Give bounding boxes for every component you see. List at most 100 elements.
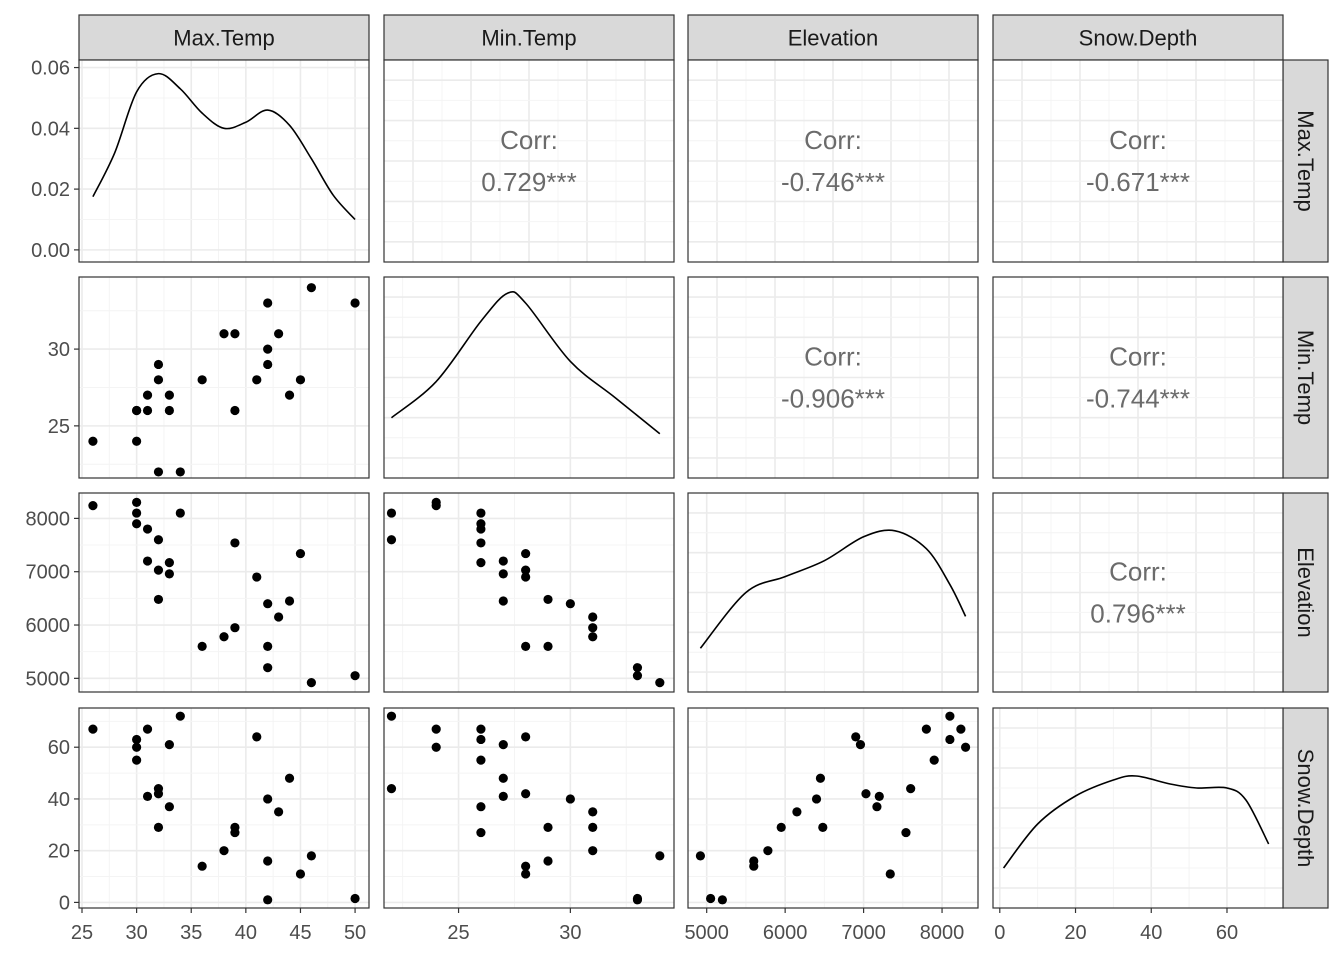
y-tick-label-elevation: 6000	[26, 615, 71, 637]
y-tick-label-min-temp: 30	[48, 339, 70, 361]
data-point	[295, 548, 306, 559]
data-point	[921, 724, 931, 734]
panel-max-temp-vs-elevation: Corr: -0.746***	[687, 59, 979, 263]
data-point	[350, 298, 360, 308]
panel-border	[78, 707, 370, 909]
data-point	[476, 558, 486, 568]
x-tick-label-elevation: 7000	[841, 922, 886, 944]
corr-label: Corr:	[1109, 125, 1167, 155]
data-point	[901, 827, 911, 838]
panel-min-temp-vs-min-temp	[383, 276, 675, 479]
data-point	[588, 846, 598, 856]
row-strip-label-min-temp: Min.Temp	[1293, 330, 1318, 425]
data-point	[132, 742, 142, 752]
data-point	[252, 572, 262, 582]
panel-background	[384, 493, 674, 692]
data-point	[263, 359, 273, 370]
data-point	[498, 596, 508, 606]
data-point	[263, 663, 273, 673]
data-point	[476, 827, 486, 838]
data-point	[874, 791, 884, 801]
panel-border	[687, 59, 979, 263]
panel-snow-depth-vs-max-temp	[78, 707, 370, 909]
y-tick-label-elevation: 5000	[26, 668, 71, 690]
data-point	[132, 755, 142, 765]
panel-snow-depth-vs-elevation	[687, 707, 979, 909]
data-point	[476, 724, 486, 734]
data-point	[945, 711, 955, 721]
data-point	[815, 773, 826, 783]
panel-border	[383, 276, 675, 479]
x-tick-label-elevation: 6000	[763, 922, 808, 944]
data-point	[521, 641, 531, 651]
corr-label: Corr:	[804, 125, 862, 155]
data-point	[885, 869, 895, 879]
panel-border	[992, 492, 1284, 693]
panel-snow-depth-vs-snow-depth	[992, 707, 1284, 909]
panel-border	[78, 276, 370, 479]
panel-border	[78, 59, 370, 263]
y-tick-label-max-temp: 0.04	[31, 118, 70, 140]
density-curve-elevation	[699, 529, 967, 649]
y-tick-label-snow-depth: 0	[59, 892, 70, 914]
panel-elevation-vs-max-temp	[78, 492, 370, 693]
data-point	[498, 773, 508, 783]
panel-background	[688, 708, 978, 908]
data-point	[386, 535, 397, 545]
y-tick-label-snow-depth: 20	[48, 841, 70, 863]
data-point	[142, 524, 153, 534]
data-point	[153, 375, 164, 385]
data-point	[263, 641, 273, 651]
panel-max-temp-vs-snow-depth: Corr: -0.671***	[992, 59, 1284, 263]
y-tick-label-snow-depth: 60	[48, 737, 70, 759]
data-point	[306, 283, 316, 293]
data-point	[588, 623, 598, 633]
data-point	[811, 794, 822, 804]
data-point	[263, 794, 273, 804]
panel-border	[687, 492, 979, 693]
x-tick-label-elevation: 5000	[684, 922, 729, 944]
data-point	[655, 851, 665, 861]
x-tick-label-min-temp: 25	[447, 922, 469, 944]
panel-background	[79, 60, 369, 262]
data-point	[284, 773, 295, 783]
data-point	[588, 612, 598, 622]
y-tick-label-max-temp: 0.00	[31, 240, 70, 262]
corr-label: Corr:	[500, 125, 558, 155]
panel-elevation-vs-snow-depth: Corr: 0.796***	[992, 492, 1284, 693]
y-tick-label-elevation: 7000	[26, 562, 71, 584]
data-point	[476, 508, 486, 518]
data-point	[632, 663, 643, 673]
data-point	[88, 724, 98, 734]
data-point	[164, 558, 174, 568]
data-point	[386, 508, 397, 518]
data-point	[386, 711, 397, 721]
data-point	[521, 869, 531, 879]
row-strip-max-temp	[1282, 59, 1329, 263]
data-point	[543, 822, 553, 833]
column-strip-snow-depth	[992, 14, 1284, 61]
data-point	[274, 329, 284, 339]
data-point	[252, 375, 262, 385]
column-strip-min-temp	[383, 14, 675, 61]
data-point	[498, 791, 508, 801]
data-point	[855, 740, 866, 750]
data-point	[476, 734, 486, 745]
panel-border	[992, 276, 1284, 479]
data-point	[521, 572, 531, 582]
data-point	[175, 711, 185, 721]
corr-value: -0.744***	[1086, 384, 1190, 414]
x-tick-label-snow-depth: 0	[994, 922, 1005, 944]
panel-border	[383, 707, 675, 909]
data-point	[274, 612, 284, 622]
data-point	[132, 405, 142, 416]
data-point	[263, 599, 273, 609]
data-point	[956, 724, 966, 734]
data-point	[306, 678, 316, 688]
panel-max-temp-vs-max-temp	[78, 59, 370, 263]
data-point	[632, 671, 643, 681]
data-point	[431, 742, 441, 752]
y-tick-label-max-temp: 0.02	[31, 179, 70, 201]
data-point	[861, 789, 871, 799]
data-point	[588, 807, 598, 817]
